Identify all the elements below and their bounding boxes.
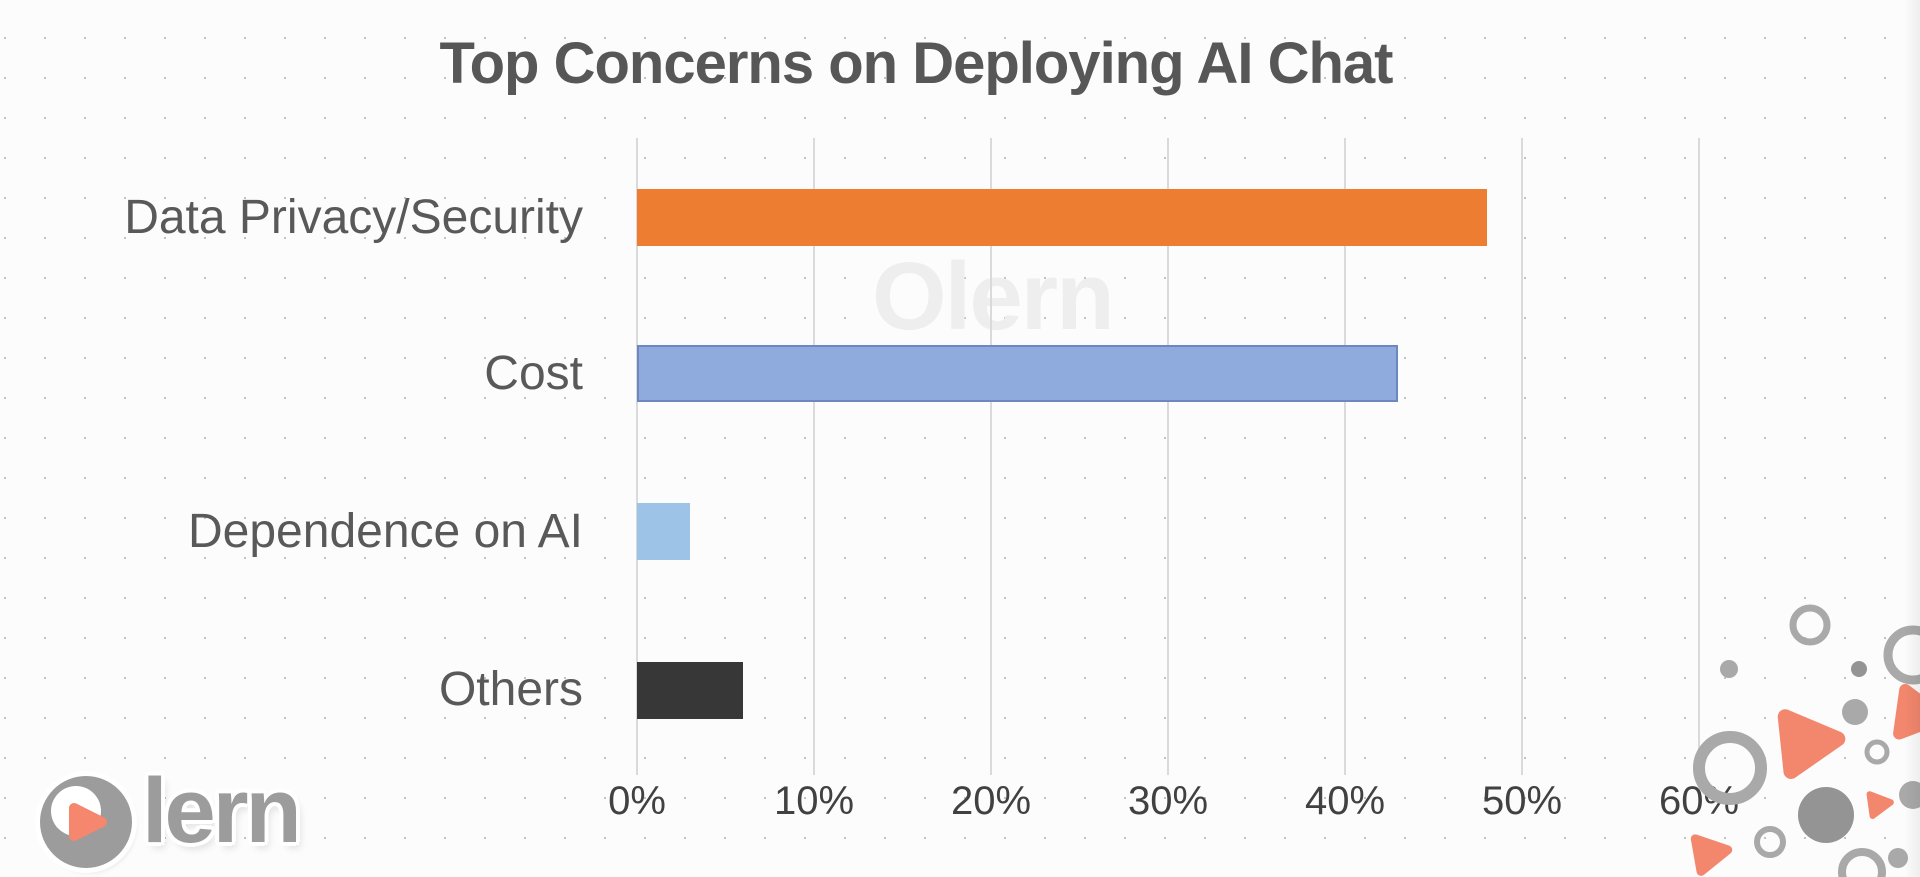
play-icon	[69, 803, 107, 841]
decor-play-triangle-icon	[1866, 791, 1894, 820]
decor-ring-icon	[1754, 826, 1786, 858]
decor-ring-icon	[1864, 739, 1890, 765]
x-axis-tick-label: 60%	[1658, 779, 1740, 823]
watermark-text: Olern	[872, 243, 1115, 350]
category-label: Others	[438, 663, 583, 716]
decor-dot-icon	[1842, 699, 1868, 725]
decor-ring-icon	[1789, 604, 1831, 646]
gridline-30%	[1167, 138, 1169, 775]
category-label: Dependence on AI	[188, 504, 583, 558]
category-label: Cost	[484, 346, 583, 400]
chart-title: Top Concerns on Deploying AI Chat	[439, 31, 1394, 96]
x-axis-tick-label: 0%	[608, 779, 666, 823]
decor-play-triangle-icon	[1777, 709, 1846, 779]
logo-letters: lern	[142, 760, 302, 862]
category-label: Data Privacy/Security	[124, 190, 583, 244]
right-edge-shade	[1904, 0, 1920, 877]
gridline-40%	[1344, 138, 1346, 775]
x-axis-tick-label: 10%	[773, 779, 855, 823]
decor-dot-icon	[1798, 787, 1854, 843]
x-axis-tick-label: 40%	[1304, 779, 1386, 823]
decor-dot-icon	[1851, 661, 1867, 677]
gridline-50%	[1521, 138, 1523, 775]
decor-dot-icon	[1720, 660, 1738, 678]
bar-data-privacy-security	[637, 189, 1487, 246]
decor-play-triangle-icon	[1690, 834, 1733, 876]
x-axis-tick-label: 20%	[950, 779, 1032, 823]
x-axis-tick-label: 50%	[1481, 779, 1563, 823]
x-axis-tick-label: 30%	[1127, 779, 1209, 823]
decor-ring-icon	[1838, 848, 1886, 877]
bar-dependence-on-ai	[637, 503, 691, 560]
gridline-10%	[813, 138, 815, 775]
bar-cost	[637, 345, 1399, 402]
gridline-0%	[636, 138, 638, 775]
gridline-60%	[1698, 138, 1700, 775]
gridline-20%	[990, 138, 992, 775]
bar-others	[637, 661, 744, 719]
